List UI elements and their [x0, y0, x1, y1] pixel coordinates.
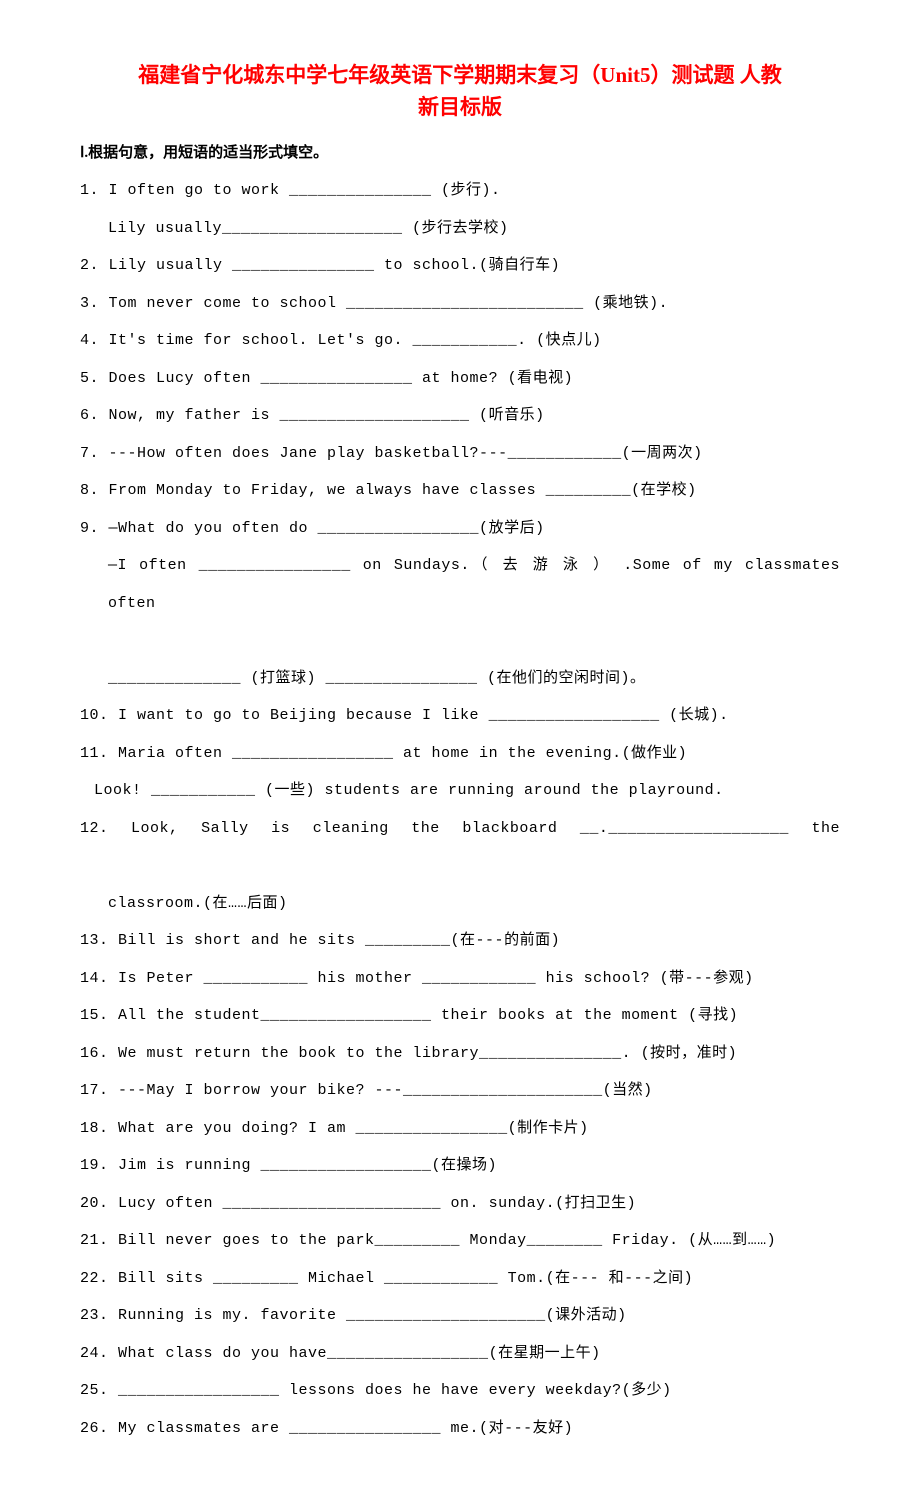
question-item: 10. I want to go to Beijing because I li… [80, 697, 840, 735]
question-item: 19. Jim is running __________________(在操… [80, 1147, 840, 1185]
question-item: 23. Running is my. favorite ____________… [80, 1297, 840, 1335]
question-item: 24. What class do you have______________… [80, 1335, 840, 1373]
question-item: 14. Is Peter ___________ his mother ____… [80, 960, 840, 998]
question-item: 12. Look, Sally is cleaning the blackboa… [80, 810, 840, 885]
question-item: 18. What are you doing? I am ___________… [80, 1110, 840, 1148]
question-item: 26. My classmates are ________________ m… [80, 1410, 840, 1448]
question-item: 3. Tom never come to school ____________… [80, 285, 840, 323]
section-header: Ⅰ.根据句意，用短语的适当形式填空。 [80, 141, 840, 162]
title-line2: 新目标版 [418, 95, 502, 119]
question-item: 16. We must return the book to the libra… [80, 1035, 840, 1073]
question-item: Lily usually___________________ (步行去学校) [80, 210, 840, 248]
question-item: 11. Maria often _________________ at hom… [80, 735, 840, 773]
question-item: Look! ___________ (一些) students are runn… [80, 772, 840, 810]
question-item: 15. All the student__________________ th… [80, 997, 840, 1035]
question-item: 9. —What do you often do _______________… [80, 510, 840, 548]
question-item: 22. Bill sits _________ Michael ________… [80, 1260, 840, 1298]
question-item: 1. I often go to work _______________ (步… [80, 172, 840, 210]
question-item: 7. ---How often does Jane play basketbal… [80, 435, 840, 473]
question-list: 1. I often go to work _______________ (步… [80, 172, 840, 1447]
question-item: 6. Now, my father is ___________________… [80, 397, 840, 435]
question-item: 8. From Monday to Friday, we always have… [80, 472, 840, 510]
question-item: 20. Lucy often _______________________ o… [80, 1185, 840, 1223]
question-item: classroom.(在……后面) [80, 885, 840, 923]
page-title: 福建省宁化城东中学七年级英语下学期期末复习（Unit5）测试题 人教 新目标版 [80, 60, 840, 123]
question-item: 5. Does Lucy often ________________ at h… [80, 360, 840, 398]
question-item: 13. Bill is short and he sits _________(… [80, 922, 840, 960]
question-item: ______________ (打篮球) ________________ (在… [80, 660, 840, 698]
title-line1: 福建省宁化城东中学七年级英语下学期期末复习（Unit5）测试题 人教 [138, 63, 781, 87]
question-item: 4. It's time for school. Let's go. _____… [80, 322, 840, 360]
question-item: 21. Bill never goes to the park_________… [80, 1222, 840, 1260]
question-item: 25. _________________ lessons does he ha… [80, 1372, 840, 1410]
question-item: —I often ________________ on Sundays.（ 去… [80, 547, 840, 660]
question-item: 17. ---May I borrow your bike? ---______… [80, 1072, 840, 1110]
question-item: 2. Lily usually _______________ to schoo… [80, 247, 840, 285]
